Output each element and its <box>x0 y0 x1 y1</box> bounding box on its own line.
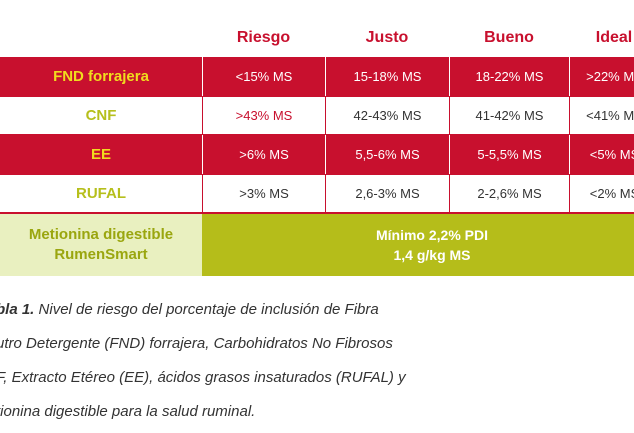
header-ideal: Ideal <box>595 28 633 46</box>
caption-prefix: bla 1. <box>0 301 35 318</box>
table-cell: 5-5,5% MS <box>449 135 569 174</box>
row-label-line1: Metionina digestible <box>28 226 174 243</box>
table-cell: >22% MS <box>569 57 634 96</box>
row-label: RUFAL <box>76 185 126 202</box>
caption-line-2: utro Detergente (FND) forrajera, Carbohi… <box>0 335 393 352</box>
table-cell: 2-2,6% MS <box>449 175 569 212</box>
table-cell: <15% MS <box>202 57 325 96</box>
table-cell: 42-43% MS <box>325 97 449 134</box>
table-row: EE >6% MS 5,5-6% MS 5-5,5% MS <5% MS <box>0 135 634 174</box>
table-row: FND forrajera <15% MS 15-18% MS 18-22% M… <box>0 57 634 96</box>
caption-line-4: tionina digestible para la salud ruminal… <box>0 403 256 420</box>
table-cell: >43% MS <box>202 97 325 134</box>
table-cell: 15-18% MS <box>325 57 449 96</box>
table-row-metionina: Metionina digestible RumenSmart Mínimo 2… <box>0 213 634 276</box>
merged-value-cell: Mínimo 2,2% PDI 1,4 g/kg MS <box>202 213 634 276</box>
risk-table: Riesgo Justo Bueno Ideal FND forrajera <… <box>0 18 634 276</box>
table-cell: >6% MS <box>202 135 325 174</box>
row-label-line2: RumenSmart <box>54 246 148 263</box>
header-riesgo: Riesgo <box>236 28 291 46</box>
table-header-row: Riesgo Justo Bueno Ideal <box>0 18 634 57</box>
row-label: FND forrajera <box>53 68 149 85</box>
table-cell: 5,5-6% MS <box>325 135 449 174</box>
table-cell: <2% MS <box>569 175 634 212</box>
row-label: CNF <box>85 107 117 124</box>
header-bueno: Bueno <box>484 28 534 46</box>
caption-line-1: bla 1. Nivel de riesgo del porcentaje de… <box>0 293 630 327</box>
header-justo: Justo <box>365 28 409 46</box>
table-cell: 41-42% MS <box>449 97 569 134</box>
table-cell: >3% MS <box>202 175 325 212</box>
merged-value-line2: 1,4 g/kg MS <box>393 247 471 263</box>
merged-value-line1: Mínimo 2,2% PDI <box>375 227 489 243</box>
table-cell: <5% MS <box>569 135 634 174</box>
row-label-metionina: Metionina digestible RumenSmart <box>0 213 202 276</box>
table-caption: bla 1. Nivel de riesgo del porcentaje de… <box>0 293 630 429</box>
table-cell: <41% MS <box>569 97 634 134</box>
row-label: EE <box>90 146 111 163</box>
table-row: CNF >43% MS 42-43% MS 41-42% MS <41% MS <box>0 96 634 135</box>
table-row: RUFAL >3% MS 2,6-3% MS 2-2,6% MS <2% MS <box>0 174 634 213</box>
table-cell: 18-22% MS <box>449 57 569 96</box>
caption-text-1: Nivel de riesgo del porcentaje de inclus… <box>34 301 379 318</box>
table-cell: 2,6-3% MS <box>325 175 449 212</box>
caption-line-3: F, Extracto Etéreo (EE), ácidos grasos i… <box>0 369 406 386</box>
